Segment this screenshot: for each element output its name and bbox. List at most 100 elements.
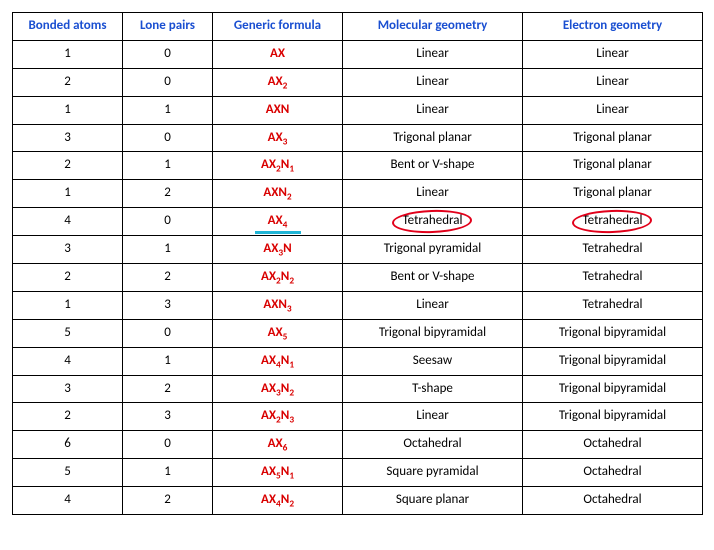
table-body: 10AXLinearLinear20AX2LinearLinear11AXNLi… xyxy=(13,40,703,514)
cell-lone-pairs: 2 xyxy=(123,487,213,515)
cell-bonded-atoms: 4 xyxy=(13,208,123,236)
table-row: 60 AX6 OctahedralOctahedral xyxy=(13,431,703,459)
generic-formula: AX3N2 xyxy=(261,381,294,396)
cell-lone-pairs: 1 xyxy=(123,347,213,375)
vsepr-geometry-table: Bonded atoms Lone pairs Generic formula … xyxy=(12,12,703,515)
table-row: 30AX3Trigonal planarTrigonal planar xyxy=(13,124,703,152)
cell-generic-formula: AX3N xyxy=(213,236,343,264)
cell-lone-pairs: 3 xyxy=(123,291,213,319)
cell-lone-pairs: 0 xyxy=(123,208,213,236)
generic-formula: AX5N1 xyxy=(261,464,294,479)
cell-molecular-geometry: Square planar xyxy=(343,487,523,515)
cell-generic-formula: AXN3 xyxy=(213,291,343,319)
cell-lone-pairs: 3 xyxy=(123,403,213,431)
table-row: 40AX4TetrahedralTetrahedral xyxy=(13,208,703,236)
cell-generic-formula: AX2N2 xyxy=(213,264,343,292)
table-row: 12AXN2LinearTrigonal planar xyxy=(13,180,703,208)
cell-bonded-atoms: 1 xyxy=(13,291,123,319)
generic-formula: AX3 xyxy=(268,130,288,145)
cell-generic-formula: AX4N1 xyxy=(213,347,343,375)
cell-lone-pairs: 1 xyxy=(123,236,213,264)
cell-generic-formula: AXN2 xyxy=(213,180,343,208)
col-header-formula: Generic formula xyxy=(213,13,343,41)
cell-lone-pairs: 1 xyxy=(123,459,213,487)
cell-electron-geometry: Tetrahedral xyxy=(523,291,703,319)
cell-electron-geometry: Linear xyxy=(523,96,703,124)
generic-formula: AX2N3 xyxy=(261,408,294,423)
table-header-row: Bonded atoms Lone pairs Generic formula … xyxy=(13,13,703,41)
table-row: 10AXLinearLinear xyxy=(13,40,703,68)
circled-highlight: Tetrahedral xyxy=(578,213,646,230)
table-row: 41AX4N1SeesawTrigonal bipyramidal xyxy=(13,347,703,375)
cell-electron-geometry: Trigonal bipyramidal xyxy=(523,403,703,431)
cell-lone-pairs: 2 xyxy=(123,375,213,403)
generic-formula: AX2N1 xyxy=(261,157,294,172)
cell-electron-geometry: Trigonal planar xyxy=(523,180,703,208)
table-row: 23AX2N3LinearTrigonal bipyramidal xyxy=(13,403,703,431)
cell-molecular-geometry: Bent or V-shape xyxy=(343,152,523,180)
generic-formula: AX4N1 xyxy=(261,353,294,368)
generic-formula: AXN2 xyxy=(263,185,291,200)
cell-electron-geometry: Octahedral xyxy=(523,431,703,459)
table-row: 32AX3N2T-shapeTrigonal bipyramidal xyxy=(13,375,703,403)
cell-molecular-geometry: Trigonal bipyramidal xyxy=(343,319,523,347)
table-row: 31AX3NTrigonal pyramidalTetrahedral xyxy=(13,236,703,264)
col-header-lonepairs: Lone pairs xyxy=(123,13,213,41)
cell-electron-geometry: Octahedral xyxy=(523,459,703,487)
cell-electron-geometry: Trigonal bipyramidal xyxy=(523,347,703,375)
cell-generic-formula: AX6 xyxy=(213,431,343,459)
cell-molecular-geometry: T-shape xyxy=(343,375,523,403)
cell-generic-formula: AX2N3 xyxy=(213,403,343,431)
cell-bonded-atoms: 4 xyxy=(13,487,123,515)
cell-generic-formula: AX4 xyxy=(213,208,343,236)
cell-molecular-geometry: Trigonal planar xyxy=(343,124,523,152)
table-row: 20AX2LinearLinear xyxy=(13,68,703,96)
cell-generic-formula: AX2 xyxy=(213,68,343,96)
cell-molecular-geometry: Octahedral xyxy=(343,431,523,459)
cell-lone-pairs: 2 xyxy=(123,264,213,292)
cell-molecular-geometry: Linear xyxy=(343,96,523,124)
cell-lone-pairs: 0 xyxy=(123,431,213,459)
table-row: 42 AX4N2 Square planarOctahedral xyxy=(13,487,703,515)
generic-formula: AX3N xyxy=(263,241,291,256)
cell-molecular-geometry: Linear xyxy=(343,40,523,68)
table-row: 11AXNLinearLinear xyxy=(13,96,703,124)
generic-formula: AX5 xyxy=(268,325,288,340)
col-header-molecular: Molecular geometry xyxy=(343,13,523,41)
cell-molecular-geometry: Linear xyxy=(343,291,523,319)
col-header-bonded: Bonded atoms xyxy=(13,13,123,41)
cell-bonded-atoms: 6 xyxy=(13,431,123,459)
generic-formula: AXN3 xyxy=(263,297,291,312)
cell-electron-geometry: Tetrahedral xyxy=(523,264,703,292)
cell-bonded-atoms: 4 xyxy=(13,347,123,375)
cell-molecular-geometry: Square pyramidal xyxy=(343,459,523,487)
generic-formula: AXN xyxy=(266,102,290,117)
table-row: 50AX5Trigonal bipyramidalTrigonal bipyra… xyxy=(13,319,703,347)
generic-formula: AX2 xyxy=(268,74,288,89)
generic-formula: AX2N2 xyxy=(261,269,294,284)
cell-bonded-atoms: 2 xyxy=(13,264,123,292)
cell-molecular-geometry: Bent or V-shape xyxy=(343,264,523,292)
cell-lone-pairs: 0 xyxy=(123,319,213,347)
generic-formula: AX6 xyxy=(268,436,288,451)
cell-bonded-atoms: 3 xyxy=(13,236,123,264)
cell-bonded-atoms: 3 xyxy=(13,124,123,152)
cell-electron-geometry: Octahedral xyxy=(523,487,703,515)
cell-molecular-geometry: Linear xyxy=(343,68,523,96)
table-row: 21AX2N1Bent or V-shapeTrigonal planar xyxy=(13,152,703,180)
cell-bonded-atoms: 2 xyxy=(13,68,123,96)
cell-lone-pairs: 1 xyxy=(123,96,213,124)
cell-generic-formula: AXN xyxy=(213,96,343,124)
cell-bonded-atoms: 5 xyxy=(13,459,123,487)
cell-lone-pairs: 0 xyxy=(123,124,213,152)
generic-formula: AX4N2 xyxy=(261,492,294,507)
cell-electron-geometry: Trigonal planar xyxy=(523,152,703,180)
cell-lone-pairs: 1 xyxy=(123,152,213,180)
cell-bonded-atoms: 5 xyxy=(13,319,123,347)
cell-electron-geometry: Linear xyxy=(523,40,703,68)
cell-lone-pairs: 2 xyxy=(123,180,213,208)
cell-molecular-geometry: Linear xyxy=(343,403,523,431)
cell-lone-pairs: 0 xyxy=(123,68,213,96)
cell-generic-formula: AX3 xyxy=(213,124,343,152)
cell-generic-formula: AX5N1 xyxy=(213,459,343,487)
